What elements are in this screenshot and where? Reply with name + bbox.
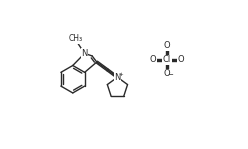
Text: N: N — [114, 73, 121, 82]
Text: O: O — [150, 55, 156, 64]
Text: CH₃: CH₃ — [69, 34, 83, 43]
Text: Cl: Cl — [163, 55, 171, 64]
Text: O: O — [163, 41, 170, 50]
Text: −: − — [167, 72, 173, 78]
Text: O: O — [163, 69, 170, 78]
Text: +: + — [119, 72, 124, 77]
Text: N: N — [81, 49, 88, 58]
Text: O: O — [178, 55, 184, 64]
